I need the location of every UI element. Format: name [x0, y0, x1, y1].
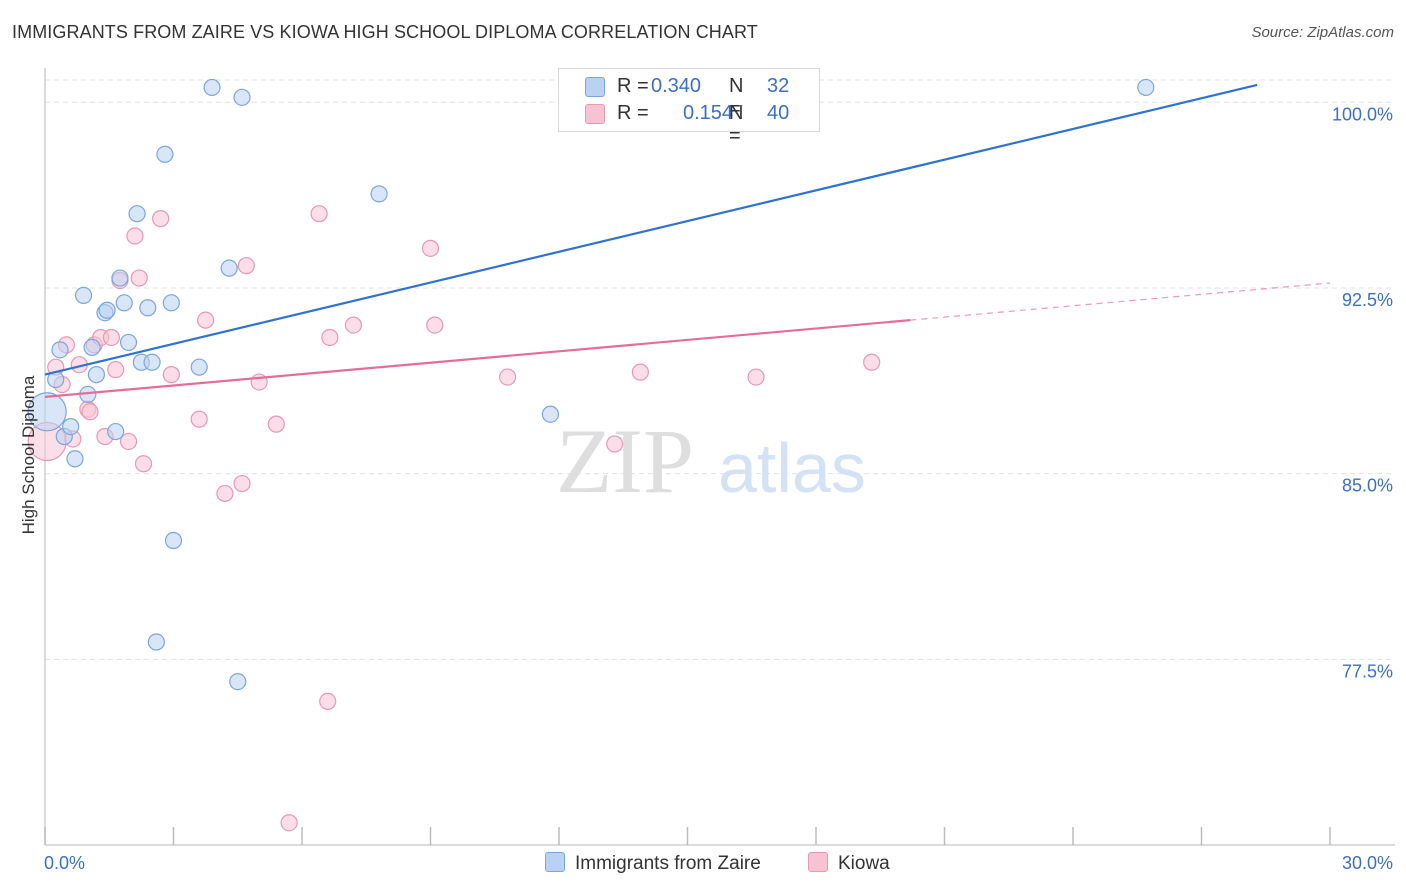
bottom-legend-zaire: Immigrants from Zaire [545, 852, 761, 875]
kiowa-points [27, 76, 881, 832]
kiowa-point [237, 257, 255, 275]
legend-n-value: 40 [767, 102, 790, 124]
zaire-legend-label: Immigrants from Zaire [575, 853, 761, 874]
zaire-point [139, 299, 157, 317]
axis-labels: 77.5% 85.0% 92.5% 100.0% 0.0% 30.0% High Schoo… [19, 104, 1393, 873]
y-tick-label: 92.5% [1342, 290, 1393, 310]
x-tick-label: 30.0% [1342, 853, 1393, 873]
kiowa-point [233, 474, 251, 493]
kiowa-point [310, 205, 328, 223]
kiowa-point [267, 415, 285, 433]
watermark-atlas: atlas [718, 429, 866, 507]
y-tick-label: 100.0% [1332, 104, 1393, 124]
chart-title: IMMIGRANTS FROM ZAIRE VS KIOWA HIGH SCHO… [12, 22, 758, 42]
zaire-point [107, 422, 125, 441]
kiowa-point [190, 410, 208, 428]
kiowa-point [321, 328, 339, 347]
kiowa-point [107, 361, 125, 379]
watermark: ZIP atlas [556, 410, 866, 512]
kiowa-point [81, 403, 99, 421]
kiowa-point [130, 269, 148, 287]
zaire-points [27, 78, 1155, 691]
zaire-point [162, 294, 180, 312]
kiowa-point [863, 353, 881, 371]
kiowa-legend-swatch [808, 852, 828, 872]
kiowa-point [319, 692, 337, 711]
watermark-zip: ZIP [556, 410, 694, 512]
zaire-point [27, 392, 67, 432]
zaire-point [156, 145, 174, 163]
y-tick-label: 85.0% [1342, 476, 1393, 496]
gridlines [45, 79, 1395, 660]
kiowa-point [344, 316, 362, 334]
kiowa-point [747, 368, 765, 386]
zaire-point [541, 405, 560, 423]
kiowa-point [152, 210, 170, 228]
zaire-point [74, 286, 93, 304]
zaire-point [51, 341, 69, 359]
trend-lines [44, 83, 1331, 398]
kiowa-legend-label: Kiowa [838, 853, 890, 874]
y-axis-title: High School Diploma [19, 375, 38, 534]
legend-r-value: 0.340 [651, 75, 702, 97]
zaire-point [1137, 78, 1155, 97]
legend-r-label: R = [617, 102, 649, 124]
zaire-swatch [585, 77, 605, 97]
kiowa-point [126, 227, 144, 245]
zaire-point [190, 358, 208, 376]
zaire-point [111, 269, 129, 287]
kiowa-point [426, 316, 444, 334]
legend-n-label: N = [729, 75, 744, 120]
zaire-point [147, 633, 165, 651]
source-label: Source: ZipAtlas.com [1251, 24, 1394, 41]
legend-n-value: 32 [767, 75, 790, 97]
kiowa-point [631, 363, 649, 381]
zaire-point [164, 531, 183, 550]
legend-r-value: 0.154 [683, 102, 734, 124]
x-tick-label: 0.0% [44, 853, 85, 873]
kiowa-point [119, 432, 138, 451]
legend-n-label: N = [729, 102, 744, 147]
kiowa-point [280, 814, 298, 832]
zaire-point [87, 366, 106, 384]
correlation-legend: R = 0.340 N = 32 R = 0.154 N = 40 [558, 68, 820, 147]
kiowa-point [197, 311, 215, 329]
kiowa-swatch [585, 104, 605, 124]
y-tick-label: 77.5% [1342, 661, 1393, 681]
zaire-point [128, 205, 146, 223]
zaire-point [119, 333, 138, 352]
zaire-point [98, 301, 116, 319]
zaire-point [229, 673, 247, 691]
zaire-point [220, 259, 238, 277]
zaire-point [66, 450, 84, 468]
kiowa-point [162, 366, 180, 384]
kiowa-point [134, 455, 153, 473]
kiowa-trend-extension [910, 282, 1331, 321]
zaire-point [62, 418, 80, 436]
kiowa-point [499, 368, 517, 386]
legend-r-label: R = [617, 75, 649, 97]
kiowa-point [606, 435, 624, 453]
kiowa-point [421, 239, 440, 257]
zaire-point [143, 353, 161, 371]
kiowa-point [102, 328, 120, 347]
bottom-legend-kiowa: Kiowa [808, 852, 890, 875]
zaire-legend-swatch [545, 852, 565, 872]
zaire-point [203, 78, 221, 97]
zaire-point [83, 338, 101, 356]
kiowa-trend-line [44, 319, 911, 398]
zaire-point [115, 294, 133, 312]
kiowa-point [216, 484, 234, 503]
zaire-trend-line [44, 83, 1258, 376]
zaire-point [233, 88, 251, 106]
zaire-point [370, 185, 388, 203]
